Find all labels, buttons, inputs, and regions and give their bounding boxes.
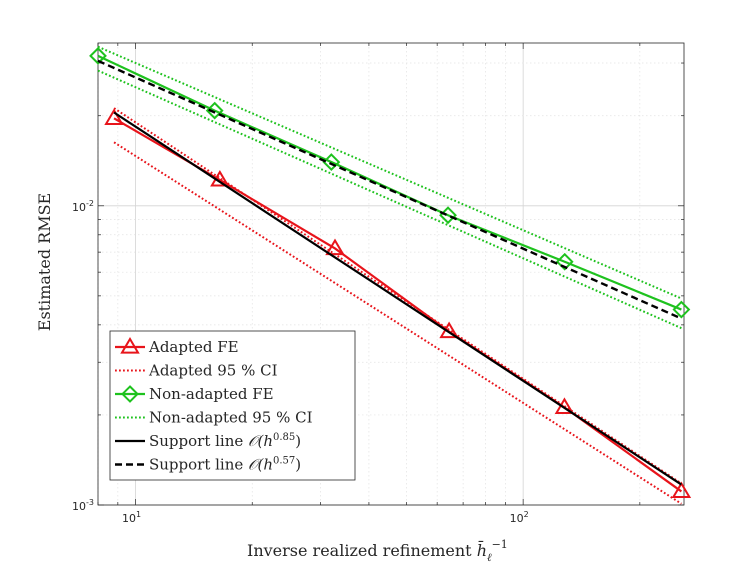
series-line	[113, 107, 682, 485]
diamond-marker	[205, 101, 224, 120]
series-line	[113, 111, 682, 486]
x-tick-label: 101	[122, 510, 141, 525]
series-non-adapted-fe	[89, 46, 691, 319]
legend-label: Non-adapted FE	[149, 385, 274, 403]
x-tick-label: 102	[510, 510, 529, 525]
series-support-line-o-h-0-85-	[113, 111, 682, 486]
series-line	[97, 59, 682, 320]
triangle-marker	[120, 337, 140, 354]
legend-label: Adapted 95 % CI	[148, 362, 278, 380]
legend-label: Non-adapted 95 % CI	[149, 409, 313, 427]
legend-item: Adapted 95 % CI	[115, 362, 278, 380]
legend-label: Support line 𝒪(h0.85)	[149, 432, 301, 450]
y-tick-label: 10-2	[72, 199, 94, 214]
legend-item: Adapted FE	[115, 337, 239, 356]
y-axis-label: Estimated RMSE	[35, 193, 54, 331]
triangle-marker	[104, 108, 124, 125]
series-adapted-95-ci-upper	[113, 107, 682, 485]
diamond-marker	[322, 153, 341, 171]
series-support-line-o-h-0-57-	[97, 59, 682, 320]
diamond-marker	[89, 46, 107, 65]
series-group	[89, 45, 692, 505]
legend-box	[109, 330, 356, 481]
series-line	[113, 141, 682, 505]
diamond-marker	[672, 300, 691, 319]
legend-item: Support line 𝒪(h0.57)	[115, 456, 301, 474]
axes-box	[97, 42, 685, 506]
series-line	[97, 54, 682, 311]
series-adapted-95-ci-lower	[113, 141, 682, 505]
legend-item: Non-adapted 95 % CI	[115, 409, 313, 427]
series-line	[97, 45, 682, 300]
triangle-marker	[671, 481, 692, 499]
y-tick-label: 10-3	[72, 498, 94, 513]
tick-marks	[97, 43, 684, 506]
x-axis-label: Inverse realized refinement h̄ℓ−1	[247, 538, 508, 564]
legend-item: Support line 𝒪(h0.85)	[115, 432, 301, 450]
legend-label: Support line 𝒪(h0.57)	[149, 456, 301, 474]
series-non-adapted-95-ci-upper	[97, 45, 682, 300]
legend-label: Adapted FE	[148, 338, 239, 356]
diamond-marker	[121, 385, 139, 403]
diamond-marker	[555, 252, 574, 271]
legend-item: Non-adapted FE	[115, 385, 274, 403]
legend: Adapted FE Adapted 95 % CI Non-adapted FE N…	[109, 330, 356, 481]
